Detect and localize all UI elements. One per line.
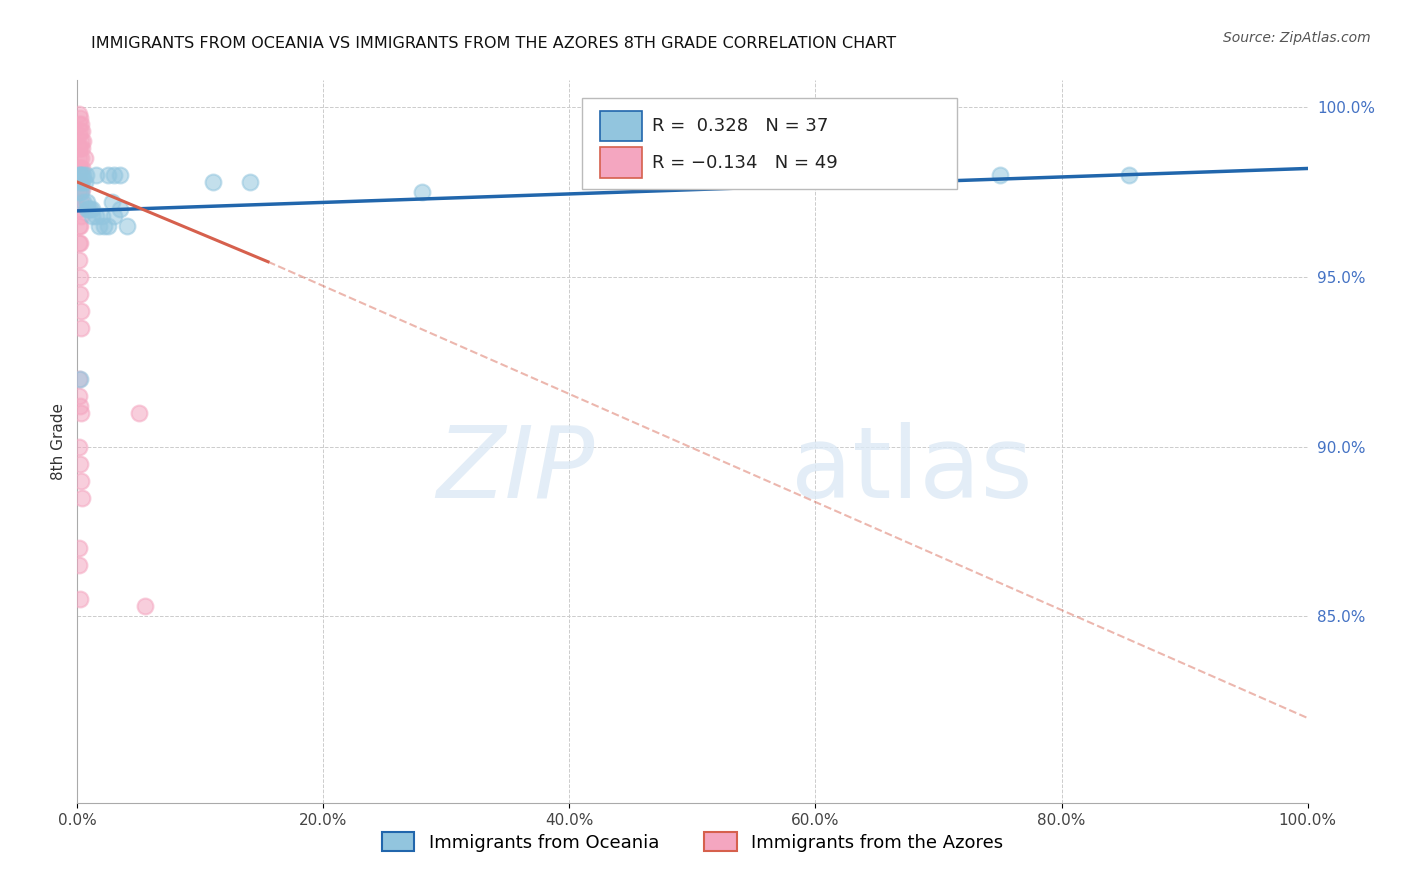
Point [134,599,156,613]
Point [70,491,93,505]
Point [67,185,90,199]
Point [76,202,98,217]
Point [70,474,93,488]
Point [84,168,107,182]
Point [69,270,91,285]
Point [67,558,90,573]
Point [72,168,94,182]
Point [70,124,93,138]
Point [69,185,91,199]
Point [67,541,90,556]
FancyBboxPatch shape [600,147,643,178]
Point [70,117,93,131]
Point [72,134,94,148]
Point [67,151,90,165]
Point [70,134,93,148]
Point [79,202,101,217]
Point [77,202,100,217]
Point [69,111,91,125]
Point [67,168,90,182]
Point [67,202,90,217]
Point [988,168,1011,182]
Text: ZIP: ZIP [436,422,595,519]
Point [69,175,91,189]
Point [69,219,91,234]
Text: Source: ZipAtlas.com: Source: ZipAtlas.com [1223,31,1371,45]
Point [67,440,90,454]
Point [103,209,125,223]
Point [67,175,90,189]
Point [72,195,94,210]
Point [69,399,91,413]
Point [70,175,93,189]
Text: IMMIGRANTS FROM OCEANIA VS IMMIGRANTS FROM THE AZORES 8TH GRADE CORRELATION CHAR: IMMIGRANTS FROM OCEANIA VS IMMIGRANTS FR… [91,36,897,51]
Point [70,209,93,223]
Point [67,389,90,403]
Point [67,185,90,199]
Text: atlas: atlas [792,422,1032,519]
Legend: Immigrants from Oceania, Immigrants from the Azores: Immigrants from Oceania, Immigrants from… [374,824,1011,859]
Text: R =  0.328   N = 37: R = 0.328 N = 37 [652,117,828,135]
Point [67,236,90,251]
Point [82,209,104,223]
Y-axis label: 8th Grade: 8th Grade [51,403,66,480]
Point [411,185,433,199]
FancyBboxPatch shape [582,98,957,189]
Point [93,219,115,234]
Point [73,151,96,165]
Point [76,195,98,210]
Point [82,202,104,217]
Point [69,372,91,386]
Point [201,175,224,189]
Point [128,406,150,420]
Point [110,202,132,217]
Point [69,161,91,176]
Point [70,182,93,196]
Point [115,219,138,234]
Point [69,124,91,138]
Point [67,253,90,268]
Point [97,168,120,182]
Point [70,141,93,155]
Point [97,219,120,234]
Point [67,107,90,121]
Point [69,141,91,155]
Point [67,128,90,142]
Point [70,406,93,420]
Point [101,195,124,210]
Point [73,175,96,189]
Point [84,209,107,223]
Point [67,219,90,234]
Point [69,202,91,217]
Point [67,117,90,131]
Point [583,168,606,182]
Point [103,168,125,182]
Point [70,321,93,335]
Point [69,168,91,182]
Point [69,457,91,471]
Point [1118,168,1140,182]
Point [75,168,97,182]
Point [67,372,90,386]
Point [70,168,93,182]
Point [70,185,93,199]
Point [69,236,91,251]
Point [67,141,90,155]
Point [70,304,93,318]
Point [70,195,93,210]
Point [67,161,90,176]
Point [239,175,262,189]
Point [89,219,111,234]
Text: R = −0.134   N = 49: R = −0.134 N = 49 [652,153,838,171]
Point [110,168,132,182]
Point [90,209,114,223]
Point [69,287,91,301]
Point [69,592,91,607]
Point [70,175,93,189]
Point [70,151,93,165]
Point [70,161,93,176]
FancyBboxPatch shape [600,111,643,141]
